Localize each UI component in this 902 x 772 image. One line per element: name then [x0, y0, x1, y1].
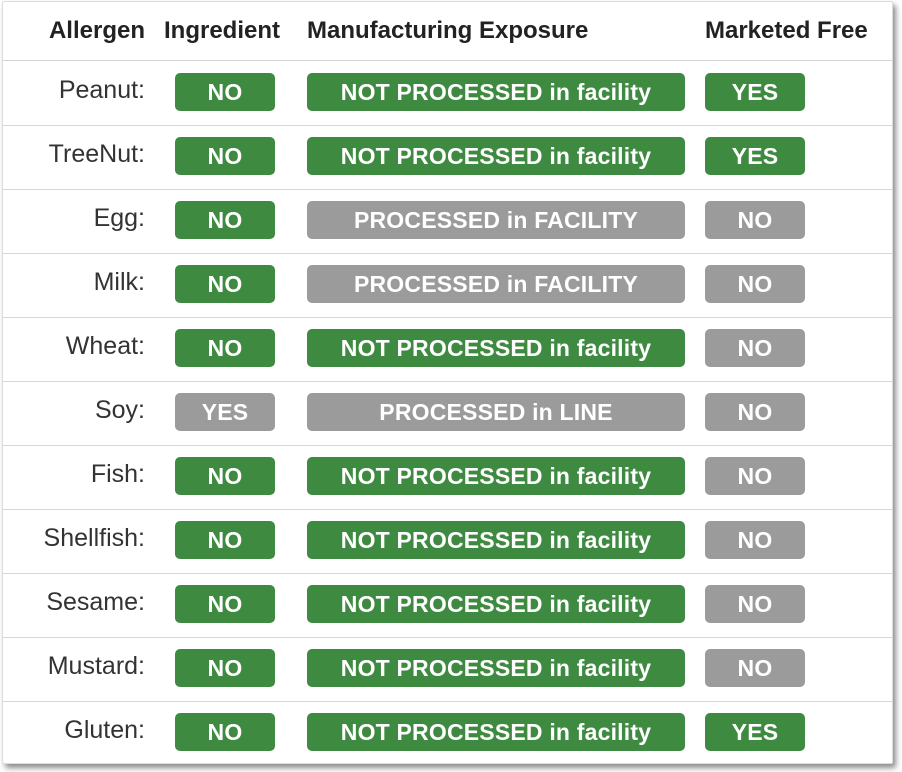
exposure-badge: PROCESSED in FACILITY	[307, 201, 685, 239]
header-manufacturing-exposure: Manufacturing Exposure	[307, 17, 589, 44]
table-row: Gluten: NO NOT PROCESSED in facility YES	[3, 701, 892, 763]
exposure-badge: NOT PROCESSED in facility	[307, 73, 685, 111]
allergen-name: Milk:	[93, 268, 145, 296]
exposure-badge: NOT PROCESSED in facility	[307, 329, 685, 367]
allergen-name: Gluten:	[64, 716, 145, 744]
exposure-badge: NOT PROCESSED in facility	[307, 521, 685, 559]
table-row: Shellfish: NO NOT PROCESSED in facility NO	[3, 509, 892, 574]
allergen-name: Shellfish:	[43, 524, 145, 552]
exposure-badge: NOT PROCESSED in facility	[307, 585, 685, 623]
marketed-free-badge: NO	[705, 521, 805, 559]
marketed-free-badge: NO	[705, 201, 805, 239]
ingredient-badge: NO	[175, 265, 275, 303]
allergen-name: Peanut:	[58, 76, 145, 104]
table-row: Fish: NO NOT PROCESSED in facility NO	[3, 445, 892, 510]
table-row: Wheat: NO NOT PROCESSED in facility NO	[3, 317, 892, 382]
allergen-name: Soy:	[94, 396, 145, 424]
table-header: Allergen Ingredient Manufacturing Exposu…	[3, 2, 892, 61]
header-ingredient: Ingredient	[164, 17, 281, 44]
exposure-badge: NOT PROCESSED in facility	[307, 649, 685, 687]
exposure-badge: PROCESSED in FACILITY	[307, 265, 685, 303]
table-row: Milk: NO PROCESSED in FACILITY NO	[3, 253, 892, 318]
allergen-table: Allergen Ingredient Manufacturing Exposu…	[2, 1, 893, 764]
header-marketed-free: Marketed Free	[705, 17, 868, 44]
table-row: Sesame: NO NOT PROCESSED in facility NO	[3, 573, 892, 638]
marketed-free-badge: NO	[705, 265, 805, 303]
exposure-badge: NOT PROCESSED in facility	[307, 137, 685, 175]
ingredient-badge: YES	[175, 393, 275, 431]
ingredient-badge: NO	[175, 521, 275, 559]
marketed-free-badge: YES	[705, 137, 805, 175]
allergen-name: Mustard:	[47, 652, 145, 680]
allergen-name: Egg:	[93, 204, 145, 232]
exposure-badge: PROCESSED in LINE	[307, 393, 685, 431]
exposure-badge: NOT PROCESSED in facility	[307, 457, 685, 495]
ingredient-badge: NO	[175, 649, 275, 687]
exposure-badge: NOT PROCESSED in facility	[307, 713, 685, 751]
ingredient-badge: NO	[175, 585, 275, 623]
allergen-name: Sesame:	[46, 588, 145, 616]
table-row: Egg: NO PROCESSED in FACILITY NO	[3, 189, 892, 254]
ingredient-badge: NO	[175, 713, 275, 751]
ingredient-badge: NO	[175, 137, 275, 175]
table-row: Mustard: NO NOT PROCESSED in facility NO	[3, 637, 892, 702]
header-allergen: Allergen	[48, 17, 145, 44]
marketed-free-badge: NO	[705, 457, 805, 495]
ingredient-badge: NO	[175, 201, 275, 239]
table-row: TreeNut: NO NOT PROCESSED in facility YES	[3, 125, 892, 190]
marketed-free-badge: YES	[705, 713, 805, 751]
marketed-free-badge: NO	[705, 649, 805, 687]
ingredient-badge: NO	[175, 73, 275, 111]
ingredient-badge: NO	[175, 329, 275, 367]
table-row: Soy: YES PROCESSED in LINE NO	[3, 381, 892, 446]
marketed-free-badge: NO	[705, 329, 805, 367]
allergen-name: Wheat:	[65, 332, 145, 360]
ingredient-badge: NO	[175, 457, 275, 495]
table-row: Peanut: NO NOT PROCESSED in facility YES	[3, 61, 892, 126]
allergen-name: TreeNut:	[48, 140, 145, 168]
marketed-free-badge: NO	[705, 585, 805, 623]
marketed-free-badge: NO	[705, 393, 805, 431]
marketed-free-badge: YES	[705, 73, 805, 111]
allergen-name: Fish:	[90, 460, 145, 488]
